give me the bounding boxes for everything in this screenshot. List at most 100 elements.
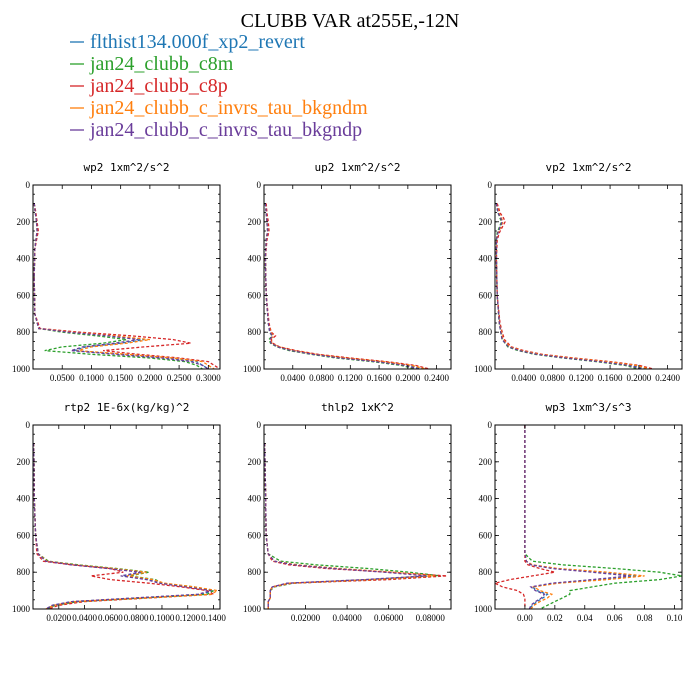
panel-6: wp3 1xm^3/s^3 0 200 400 600 800 1000 0.00 0.02 0.… <box>474 401 683 623</box>
x-tick-label: 0.1600 <box>598 373 623 383</box>
y-tick-label: 600 <box>248 530 262 540</box>
x-tick-label: 0.1600 <box>367 373 392 383</box>
y-tick-label: 800 <box>248 327 262 337</box>
y-tick-label: 600 <box>479 530 493 540</box>
y-tick-label: 0 <box>488 180 493 190</box>
y-tick-label: 1000 <box>474 604 493 614</box>
series-line <box>33 443 216 609</box>
x-tick-label: 0.08 <box>637 613 653 623</box>
y-tick-label: 800 <box>17 327 31 337</box>
x-tick-label: 0.0400 <box>280 373 305 383</box>
x-tick-label: 0.1200 <box>569 373 594 383</box>
x-tick-label: 0.08000 <box>416 613 446 623</box>
y-tick-label: 400 <box>248 494 262 504</box>
series-line <box>495 203 650 369</box>
plot-frame <box>32 424 221 610</box>
x-tick-label: 0.0400 <box>72 613 97 623</box>
legend-label: flthist134.000f_xp2_revert <box>90 31 305 53</box>
legend-label: jan24_clubb_c_invrs_tau_bkgndm <box>89 97 368 119</box>
y-tick-label: 800 <box>248 567 262 577</box>
panel-title: up2 1xm^2/s^2 <box>314 161 400 174</box>
x-tick-label: 0.1400 <box>201 613 226 623</box>
legend-entry: jan24_clubb_c8p <box>70 75 228 97</box>
y-tick-label: 200 <box>17 457 31 467</box>
series-line <box>33 443 212 609</box>
y-tick-label: 0 <box>488 420 493 430</box>
y-tick-label: 800 <box>479 327 493 337</box>
series-line <box>524 425 645 609</box>
x-tick-label: 0.2500 <box>167 373 192 383</box>
series-line <box>264 203 426 369</box>
series-line <box>495 203 643 369</box>
series-line <box>33 203 220 369</box>
series-line <box>33 443 214 609</box>
series-line <box>33 443 216 609</box>
x-tick-label: 0.2000 <box>626 373 651 383</box>
y-tick-label: 1000 <box>12 364 31 374</box>
y-tick-label: 800 <box>17 567 31 577</box>
y-tick-label: 400 <box>479 254 493 264</box>
panel-title: vp2 1xm^2/s^2 <box>545 161 631 174</box>
y-tick-label: 1000 <box>12 604 31 614</box>
y-tick-label: 400 <box>248 254 262 264</box>
x-tick-label: 0.0800 <box>309 373 334 383</box>
series-line <box>264 203 416 369</box>
x-tick-label: 0.2400 <box>424 373 449 383</box>
series-line <box>33 203 215 369</box>
y-tick-label: 0 <box>26 420 31 430</box>
series-group <box>33 203 220 369</box>
series-group <box>33 443 220 609</box>
legend: flthist134.000f_xp2_revert jan24_clubb_c8… <box>70 31 368 141</box>
y-tick-label: 200 <box>17 217 31 227</box>
x-tick-label: 0.0800 <box>540 373 565 383</box>
y-tick-label: 600 <box>479 290 493 300</box>
y-tick-label: 200 <box>479 217 493 227</box>
series-group <box>264 203 430 369</box>
y-tick-label: 800 <box>479 567 493 577</box>
x-tick-label: 0.0200 <box>46 613 71 623</box>
x-tick-label: 0.06000 <box>374 613 404 623</box>
legend-entry: jan24_clubb_c_invrs_tau_bkgndm <box>70 97 368 119</box>
x-tick-label: 0.0500 <box>50 373 75 383</box>
series-line <box>264 203 419 369</box>
y-tick-label: 1000 <box>243 364 262 374</box>
series-group <box>264 443 447 609</box>
panel-title: thlp2 1xK^2 <box>321 401 394 414</box>
y-tick-label: 400 <box>17 494 31 504</box>
x-tick-label: 0.1000 <box>150 613 175 623</box>
y-tick-label: 0 <box>26 180 31 190</box>
x-tick-label: 0.0600 <box>98 613 123 623</box>
x-tick-label: 0.2400 <box>655 373 680 383</box>
y-tick-label: 0 <box>257 420 262 430</box>
panel-5: thlp2 1xK^2 0 200 400 600 800 1000 0.02000 0.040… <box>243 401 452 623</box>
y-tick-label: 600 <box>17 290 31 300</box>
series-line <box>495 203 654 369</box>
y-tick-label: 1000 <box>243 604 262 614</box>
x-tick-label: 0.3000 <box>196 373 221 383</box>
series-line <box>33 203 209 369</box>
series-line <box>264 443 447 609</box>
series-group <box>495 203 654 369</box>
legend-entry: flthist134.000f_xp2_revert <box>70 31 305 53</box>
series-line <box>495 203 647 369</box>
y-tick-label: 200 <box>248 217 262 227</box>
series-line <box>524 425 630 609</box>
series-line <box>264 443 441 609</box>
panel-title: wp2 1xm^2/s^2 <box>83 161 169 174</box>
figure-title: CLUBB VAR at255E,-12N <box>241 10 460 32</box>
plot-frame <box>494 184 683 370</box>
x-tick-label: 0.06 <box>607 613 623 623</box>
series-group <box>495 425 682 609</box>
panel-title: rtp2 1E-6x(kg/kg)^2 <box>64 401 190 414</box>
legend-entry: jan24_clubb_c_invrs_tau_bkgndp <box>70 119 362 141</box>
panel-title: wp3 1xm^3/s^3 <box>545 401 631 414</box>
x-tick-label: 0.1200 <box>175 613 200 623</box>
series-line <box>264 203 430 369</box>
series-line <box>33 443 220 609</box>
y-tick-label: 600 <box>17 530 31 540</box>
x-tick-label: 0.04000 <box>332 613 362 623</box>
panels: wp2 1xm^2/s^2 0 200 400 600 800 1000 0.0500 0.10… <box>12 161 683 623</box>
panel-4: rtp2 1E-6x(kg/kg)^2 0 200 400 600 800 1000 0.02… <box>12 401 226 623</box>
series-line <box>495 203 639 369</box>
